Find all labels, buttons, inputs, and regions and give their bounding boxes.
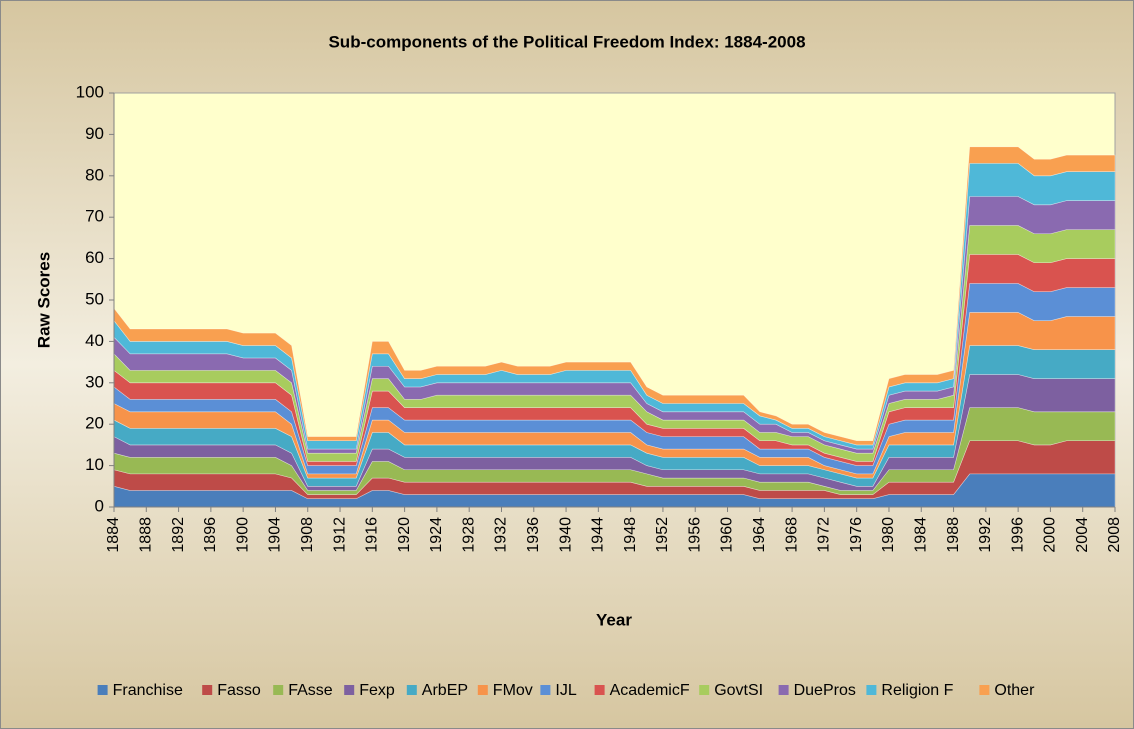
legend-label: ArbEP: [422, 682, 468, 699]
y-tick-label: 30: [85, 372, 104, 391]
x-tick-label: 1996: [1009, 517, 1026, 553]
x-tick-label: 1960: [719, 517, 736, 553]
x-tick-label: 1984: [912, 517, 929, 553]
x-tick-label: 1948: [622, 517, 639, 553]
y-tick-label: 50: [85, 289, 104, 308]
legend-label: Fexp: [359, 682, 395, 699]
y-axis-label: Raw Scores: [34, 252, 53, 348]
legend-swatch: [477, 685, 488, 695]
y-tick-label: 100: [76, 82, 104, 101]
x-tick-label: 1924: [428, 517, 445, 553]
legend-swatch: [406, 685, 417, 695]
legend-swatch: [979, 685, 990, 695]
legend-label: AcademicF: [610, 682, 690, 699]
y-tick-label: 40: [85, 331, 104, 350]
legend-label: Fasso: [217, 682, 261, 699]
x-tick-label: 1912: [331, 517, 348, 553]
x-tick-label: 1964: [751, 517, 768, 553]
x-tick-label: 1940: [557, 517, 574, 553]
legend-label: Franchise: [113, 682, 183, 699]
y-tick-label: 60: [85, 248, 104, 267]
x-tick-label: 1956: [686, 517, 703, 553]
y-tick-label: 70: [85, 207, 104, 226]
x-tick-label: 1972: [816, 517, 833, 553]
legend-swatch: [97, 685, 108, 695]
legend-label: GovtSI: [714, 682, 763, 699]
legend-label: Other: [994, 682, 1035, 699]
legend-swatch: [344, 685, 355, 695]
y-tick-label: 20: [85, 414, 104, 433]
legend-swatch: [778, 685, 789, 695]
x-tick-label: 1932: [493, 517, 510, 553]
x-tick-label: 1908: [299, 517, 316, 553]
x-axis-label: Year: [596, 610, 632, 629]
x-tick-label: 1920: [396, 517, 413, 553]
x-tick-label: 1936: [525, 517, 542, 553]
chart-title: Sub-components of the Political Freedom …: [328, 32, 805, 51]
legend-label: FAsse: [288, 682, 333, 699]
x-tick-label: 1884: [105, 517, 122, 553]
x-tick-label: 1900: [234, 517, 251, 553]
x-tick-label: 2000: [1042, 517, 1059, 553]
legend-swatch: [202, 685, 213, 695]
x-tick-label: 1916: [364, 517, 381, 553]
legend-label: DuePros: [794, 682, 856, 699]
legend-swatch: [594, 685, 605, 695]
legend-label: IJL: [555, 682, 576, 699]
legend-swatch: [540, 685, 551, 695]
x-tick-label: 1904: [267, 517, 284, 553]
x-tick-label: 1992: [977, 517, 994, 553]
x-tick-label: 1892: [170, 517, 187, 553]
y-tick-label: 90: [85, 124, 104, 143]
x-tick-label: 1888: [138, 517, 155, 553]
legend-label: Religion F: [881, 682, 953, 699]
y-tick-label: 0: [95, 496, 104, 515]
y-tick-label: 10: [85, 455, 104, 474]
x-tick-label: 1988: [945, 517, 962, 553]
area-series: [113, 146, 1116, 446]
legend-label: FMov: [493, 682, 533, 699]
x-tick-label: 2008: [1106, 517, 1123, 553]
x-tick-label: 1980: [880, 517, 897, 553]
x-tick-label: 1968: [783, 517, 800, 553]
x-tick-label: 2004: [1074, 517, 1091, 553]
x-tick-label: 1896: [202, 517, 219, 553]
x-tick-label: 1944: [590, 517, 607, 553]
legend-swatch: [699, 685, 710, 695]
legend-swatch: [273, 685, 284, 695]
x-tick-label: 1952: [654, 517, 671, 553]
legend-swatch: [866, 685, 877, 695]
y-tick-label: 80: [85, 165, 104, 184]
x-tick-label: 1976: [848, 517, 865, 553]
x-tick-label: 1928: [460, 517, 477, 553]
